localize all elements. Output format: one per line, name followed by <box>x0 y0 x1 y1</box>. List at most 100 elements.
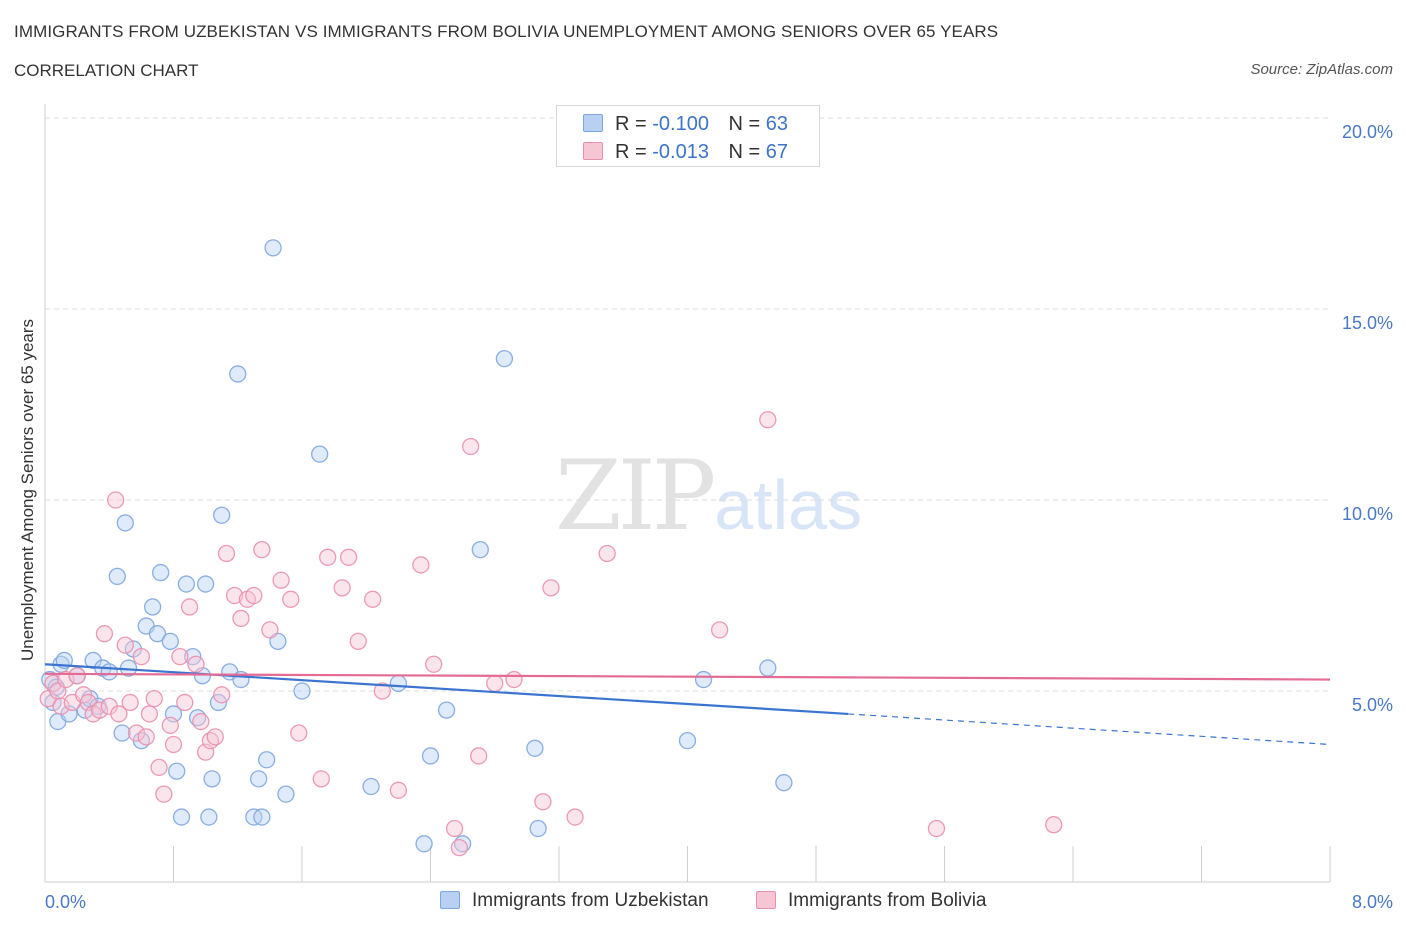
source-label: Source: ZipAtlas.com <box>1250 61 1393 78</box>
bottom-legend-swatch-uzbekistan <box>440 891 460 909</box>
bolivia-point <box>68 667 86 685</box>
bolivia-point <box>470 747 488 765</box>
bolivia-point <box>412 556 430 574</box>
bolivia-point <box>927 819 946 838</box>
legend-n-label: N = <box>728 141 761 163</box>
uzbekistan-point <box>172 808 191 826</box>
bolivia-point <box>245 586 263 605</box>
uzbekistan-point <box>421 747 440 765</box>
trend-lines <box>44 663 1331 746</box>
uzbekistan-point <box>253 808 271 826</box>
uzbekistan-point <box>264 239 282 257</box>
bolivia-point <box>121 693 139 712</box>
legend-n-value-uzbekistan: 63 <box>765 113 789 135</box>
uzbekistan-point <box>258 751 276 769</box>
bolivia-point <box>389 781 408 799</box>
uzbekistan-point <box>177 575 196 593</box>
uzbekistan-point <box>437 701 456 719</box>
legend-swatch-bolivia <box>583 142 603 160</box>
uzbekistan-point <box>200 808 218 826</box>
bolivia-point <box>450 838 469 857</box>
bolivia-point <box>462 437 480 456</box>
legend-r-label: R = <box>615 141 647 163</box>
uzbekistan-point <box>293 682 311 700</box>
bolivia-point <box>486 674 504 693</box>
uzbekistan-point <box>311 445 329 463</box>
x-tick-label: 8.0% <box>1352 892 1393 912</box>
uzbekistan-points <box>41 239 793 853</box>
legend-text-bolivia: R = -0.013 N = 67 <box>615 139 788 165</box>
watermark-zip: ZIP <box>555 440 716 552</box>
bolivia-point <box>132 647 151 666</box>
uzbekistan-point <box>249 770 268 788</box>
bolivia-point <box>225 586 244 605</box>
bolivia-trend-line <box>44 672 1331 681</box>
bolivia-point <box>110 705 128 723</box>
y-tick-label: 10.0% <box>1342 504 1393 524</box>
bolivia-point <box>213 686 231 704</box>
watermark: ZIPatlas <box>555 440 862 552</box>
bolivia-points <box>39 411 1063 857</box>
uzbekistan-point <box>148 625 167 643</box>
bolivia-point <box>192 712 210 731</box>
bolivia-point <box>176 693 194 712</box>
bolivia-point <box>759 411 777 429</box>
bottom-legend-label-uzbekistan: Immigrants from Uzbekistan <box>472 890 709 911</box>
y-axis-label: Unemployment Among Seniors over 65 years <box>18 318 37 662</box>
uzbekistan-point <box>389 674 408 693</box>
bolivia-point <box>282 590 300 608</box>
uzbekistan-point <box>678 732 697 750</box>
uzbekistan-point <box>143 598 162 616</box>
legend-n-label: N = <box>728 113 761 135</box>
uzbekistan-point <box>526 739 544 757</box>
uzbekistan-point <box>277 785 295 803</box>
bolivia-point <box>710 621 729 639</box>
legend-r-value-bolivia: -0.013 <box>652 141 709 163</box>
bolivia-point <box>319 548 337 566</box>
uzbekistan-point <box>529 819 547 838</box>
uzbekistan-point <box>100 663 118 681</box>
bolivia-point <box>312 770 330 788</box>
bolivia-point <box>137 728 155 746</box>
uzbekistan-trend-line <box>44 663 849 716</box>
chart-subtitle: CORRELATION CHART <box>14 61 199 80</box>
bottom-legend-label-bolivia: Immigrants from Bolivia <box>788 890 987 911</box>
uzbekistan-point <box>694 670 713 689</box>
bolivia-point <box>57 670 75 689</box>
bolivia-point <box>534 793 552 811</box>
x-tick-label: 0.0% <box>45 892 86 912</box>
bolivia-point <box>90 701 109 719</box>
bolivia-point <box>140 705 159 723</box>
legend-r-label: R = <box>615 113 647 135</box>
bolivia-point <box>364 590 382 608</box>
correlation-legend: R = -0.100 N = 63 R = -0.013 N = 67 <box>556 105 820 167</box>
bolivia-point <box>445 819 464 838</box>
bolivia-point <box>373 682 391 700</box>
uzbekistan-point <box>113 724 131 742</box>
uzbekistan-point <box>168 762 186 780</box>
bolivia-point <box>127 724 146 742</box>
legend-swatch-uzbekistan <box>583 114 603 132</box>
bolivia-point <box>290 724 308 742</box>
y-tick-label: 20.0% <box>1342 122 1393 142</box>
uzbekistan-point <box>362 777 380 796</box>
chart-title: IMMIGRANTS FROM UZBEKISTAN VS IMMIGRANTS… <box>14 22 999 41</box>
bolivia-point <box>95 625 114 643</box>
uzbekistan-point <box>161 632 179 650</box>
watermark-atlas: atlas <box>714 466 863 544</box>
legend-n-value-bolivia: 67 <box>765 141 789 163</box>
bolivia-point <box>161 716 179 735</box>
legend-r-value-uzbekistan: -0.100 <box>652 113 709 135</box>
bolivia-point <box>116 636 134 654</box>
uzbekistan-point <box>471 541 489 559</box>
bolivia-point <box>542 579 560 597</box>
uzbekistan-point <box>108 567 126 586</box>
bolivia-point <box>253 541 271 559</box>
bolivia-point <box>598 544 616 563</box>
uzbekistan-point <box>775 774 793 792</box>
bolivia-point <box>164 735 183 754</box>
bolivia-point <box>180 598 199 616</box>
bolivia-point <box>145 689 163 708</box>
uzbekistan-point <box>213 506 231 524</box>
